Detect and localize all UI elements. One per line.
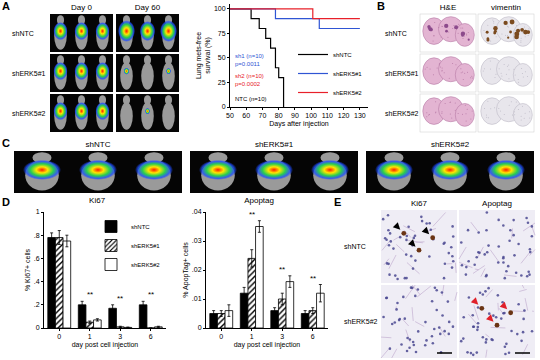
svg-text:shNTC: shNTC: [131, 224, 150, 230]
svg-text:day post cell injection: day post cell injection: [234, 341, 301, 349]
svg-text:shERK5#2: shERK5#2: [131, 262, 160, 268]
svg-text:.01: .01: [192, 295, 202, 302]
svg-text:A: A: [2, 0, 10, 12]
svg-text:shNTC: shNTC: [333, 52, 352, 58]
svg-text:50: 50: [218, 54, 226, 61]
svg-text:0: 0: [198, 324, 202, 331]
svg-text:.6: .6: [34, 255, 40, 262]
svg-text:75: 75: [218, 30, 226, 37]
svg-text:NTC (n=10): NTC (n=10): [235, 96, 267, 102]
svg-text:shERK5#2: shERK5#2: [12, 110, 46, 117]
svg-text:shERK5#1: shERK5#1: [12, 70, 46, 77]
svg-text:.03: .03: [192, 237, 202, 244]
svg-text:Day 0: Day 0: [71, 3, 92, 12]
svg-text:shNTC: shNTC: [344, 243, 366, 250]
svg-text:50: 50: [226, 112, 234, 119]
svg-text:0: 0: [219, 333, 223, 340]
svg-text:3: 3: [280, 333, 284, 340]
svg-text:Ki67: Ki67: [89, 196, 106, 205]
svg-text:E: E: [334, 196, 341, 208]
svg-text:% Ki67+ cells: % Ki67+ cells: [24, 248, 31, 291]
svg-text:.2: .2: [34, 301, 40, 308]
svg-text:shERK5#2: shERK5#2: [431, 140, 470, 149]
svg-text:**: **: [148, 290, 154, 299]
svg-text:vimentin: vimentin: [491, 3, 521, 12]
svg-text:80: 80: [275, 112, 283, 119]
svg-text:**: **: [87, 290, 93, 299]
svg-text:0: 0: [57, 333, 61, 340]
svg-text:sh1 (n=10)p=0.0011: sh1 (n=10)p=0.0011: [235, 53, 264, 67]
svg-text:70: 70: [259, 112, 267, 119]
svg-text:shERK5#1: shERK5#1: [255, 140, 294, 149]
svg-text:6: 6: [149, 333, 153, 340]
svg-text:6: 6: [311, 333, 315, 340]
svg-text:sh2 (n=10)p=0.0002: sh2 (n=10)p=0.0002: [235, 73, 264, 87]
svg-text:**: **: [117, 294, 123, 303]
svg-text:**: **: [310, 274, 316, 283]
svg-text:shERK5#2: shERK5#2: [333, 90, 362, 96]
svg-text:100: 100: [305, 112, 317, 119]
svg-text:shERK5#1: shERK5#1: [131, 243, 160, 249]
svg-text:100: 100: [214, 5, 226, 12]
svg-text:H&E: H&E: [440, 3, 456, 12]
svg-text:.8: .8: [34, 232, 40, 239]
svg-text:3: 3: [118, 333, 122, 340]
svg-text:shERK5#2: shERK5#2: [385, 110, 419, 117]
svg-text:0: 0: [222, 103, 226, 110]
svg-text:shNTC: shNTC: [12, 30, 34, 37]
svg-text:shNTC: shNTC: [385, 30, 407, 37]
svg-text:day post cell injection: day post cell injection: [72, 341, 139, 349]
svg-text:shNTC: shNTC: [86, 140, 111, 149]
svg-text:shERK5#1: shERK5#1: [385, 70, 419, 77]
svg-text:Days after injection: Days after injection: [269, 120, 329, 128]
svg-text:Lung mets-freesurvival (%): Lung mets-freesurvival (%): [195, 32, 212, 79]
svg-text:.4: .4: [34, 278, 40, 285]
svg-text:1: 1: [88, 333, 92, 340]
svg-text:% ApopTag+ cells: % ApopTag+ cells: [182, 242, 190, 298]
svg-text:0: 0: [36, 324, 40, 331]
svg-text:.04: .04: [192, 208, 202, 215]
svg-text:60: 60: [242, 112, 250, 119]
svg-text:shERK5#1: shERK5#1: [333, 71, 362, 77]
svg-text:110: 110: [322, 112, 333, 119]
svg-text:120: 120: [338, 112, 350, 119]
svg-text:Apoptag: Apoptag: [244, 196, 274, 205]
svg-text:B: B: [377, 0, 385, 12]
svg-text:Ki67: Ki67: [411, 199, 428, 208]
svg-text:1: 1: [250, 333, 254, 340]
svg-text:**: **: [279, 265, 285, 274]
svg-text:shERK5#2: shERK5#2: [344, 318, 378, 325]
svg-text:Apoptag: Apoptag: [482, 199, 512, 208]
svg-text:90: 90: [291, 112, 299, 119]
svg-text:1: 1: [36, 208, 40, 215]
svg-text:D: D: [2, 196, 10, 208]
svg-text:25: 25: [218, 79, 226, 86]
svg-text:Day 60: Day 60: [135, 3, 161, 12]
svg-text:130: 130: [354, 112, 366, 119]
svg-text:**: **: [249, 210, 255, 219]
svg-text:.02: .02: [192, 266, 202, 273]
svg-text:C: C: [2, 137, 10, 149]
